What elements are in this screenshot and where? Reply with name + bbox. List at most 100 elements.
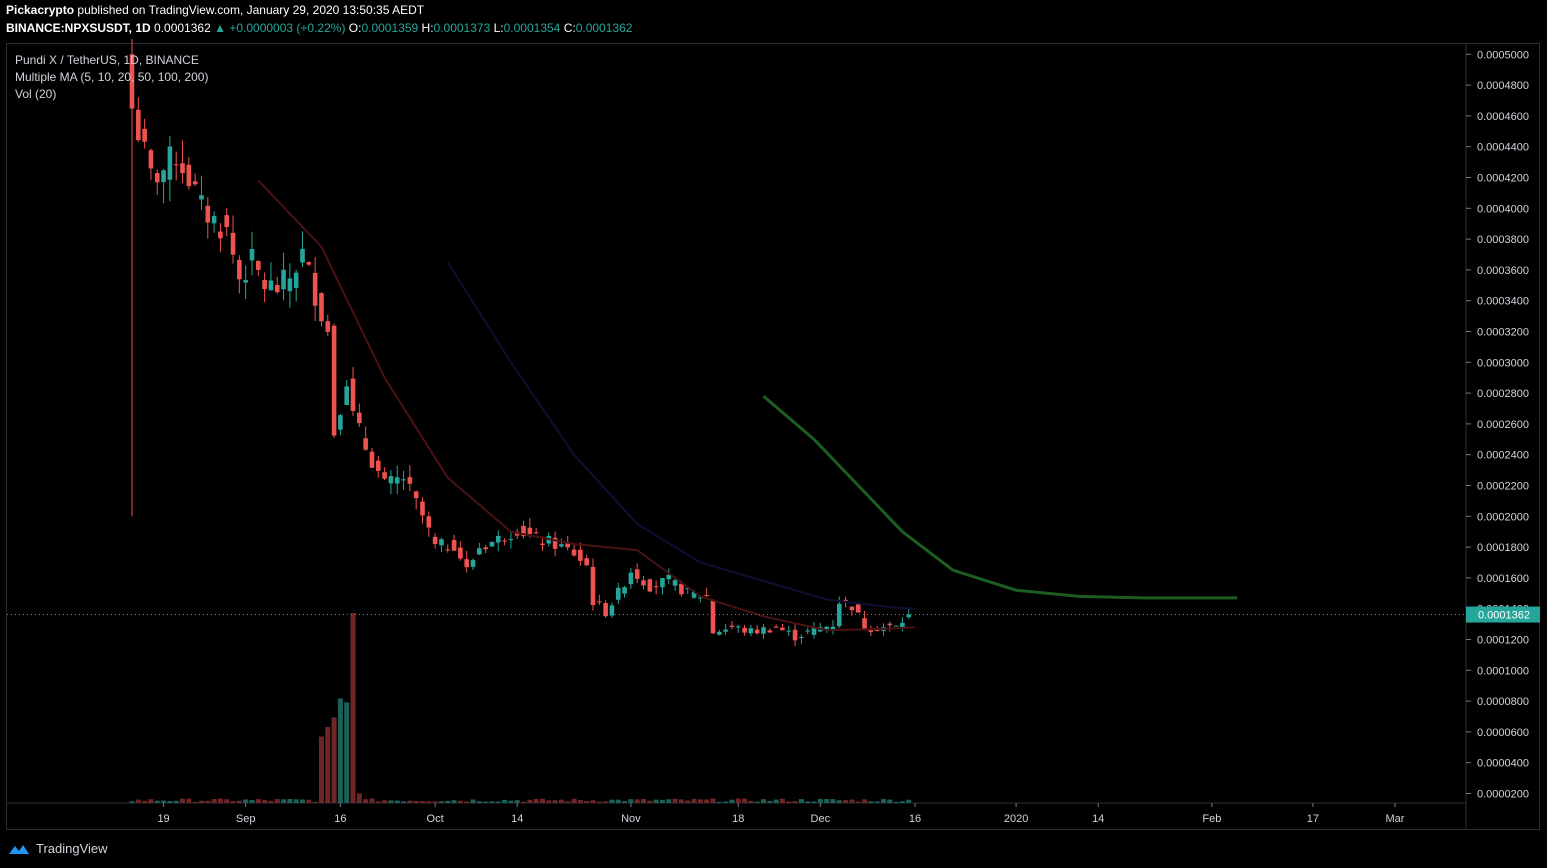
- volume-bar: [805, 801, 811, 803]
- candle-body: [142, 128, 147, 142]
- candle-body: [199, 195, 204, 200]
- candle-body: [723, 629, 728, 632]
- candle-body: [521, 525, 526, 537]
- up-arrow-icon: ▲: [214, 21, 226, 35]
- volume-bar: [451, 800, 457, 803]
- candle-body: [161, 170, 166, 183]
- x-tick-label: Sep: [236, 813, 256, 825]
- volume-bar: [135, 799, 141, 803]
- volume-bar: [697, 799, 703, 803]
- x-tick-label: 16: [334, 813, 346, 825]
- volume-bar: [641, 798, 647, 803]
- candle-body: [464, 559, 469, 568]
- candle-body: [338, 415, 343, 430]
- volume-bar: [205, 800, 211, 803]
- candle-body: [357, 412, 362, 424]
- volume-bar: [558, 799, 564, 803]
- close-label: C:: [563, 21, 576, 35]
- x-tick-label: Mar: [1386, 813, 1405, 825]
- volume-bar: [306, 799, 312, 803]
- volume-bar: [356, 793, 362, 803]
- volume-bar: [470, 799, 476, 803]
- x-tick-label: Nov: [621, 813, 641, 825]
- volume-bar: [729, 799, 735, 803]
- volume-bar: [887, 799, 893, 803]
- volume-bar: [161, 800, 167, 803]
- candle-body: [306, 262, 312, 265]
- last-price-tag: [1466, 606, 1540, 623]
- candle-body: [382, 472, 387, 479]
- candle-body: [483, 547, 488, 550]
- volume-bar: [180, 798, 186, 803]
- candle-body: [710, 600, 716, 634]
- candle-body: [136, 109, 141, 141]
- volume-bar: [603, 801, 609, 803]
- candle-body: [205, 205, 211, 223]
- author-name[interactable]: Pickacrypto: [6, 3, 75, 17]
- publish-info: Pickacrypto published on TradingView.com…: [6, 3, 424, 17]
- volume-bar: [236, 800, 242, 803]
- y-tick-label: 0.0000200: [1477, 789, 1529, 801]
- legend-volume[interactable]: Vol (20): [15, 87, 57, 101]
- volume-bar: [375, 801, 381, 803]
- volume-bar: [426, 801, 432, 803]
- candle-body: [148, 150, 154, 169]
- volume-bar: [779, 798, 785, 803]
- candle-body: [439, 539, 444, 546]
- volume-bar: [855, 801, 861, 803]
- candle-body: [565, 541, 571, 548]
- candle-body: [767, 630, 773, 633]
- y-tick-label: 0.0003200: [1477, 327, 1529, 339]
- candle-body: [173, 164, 179, 166]
- candle-body: [660, 577, 665, 588]
- volume-bar: [337, 698, 343, 803]
- volume-bar: [167, 801, 173, 803]
- volume-bar: [546, 800, 552, 803]
- volume-bar: [836, 800, 842, 803]
- candle-body: [792, 629, 798, 641]
- volume-bar: [508, 800, 514, 803]
- candle-body: [698, 597, 703, 599]
- volume-bar: [596, 801, 602, 803]
- candle-body: [375, 460, 381, 471]
- x-tick-label: 17: [1307, 813, 1319, 825]
- candle-body: [192, 181, 198, 185]
- candle-body: [477, 548, 482, 555]
- open-label: O:: [348, 21, 362, 35]
- candle-body: [243, 280, 248, 283]
- volume-bar: [514, 800, 520, 803]
- volume-bar: [445, 800, 451, 803]
- volume-bar: [849, 799, 855, 803]
- candle-body: [451, 539, 457, 551]
- volume-bar: [622, 801, 628, 803]
- y-tick-label: 0.0000800: [1477, 696, 1529, 708]
- candle-body: [855, 604, 861, 613]
- candle-body: [502, 540, 507, 542]
- volume-bar: [577, 800, 583, 803]
- volume-bar: [571, 798, 577, 803]
- candle-body: [906, 614, 912, 618]
- volume-bar: [552, 800, 558, 803]
- candle-body: [508, 539, 514, 541]
- legend-ma[interactable]: Multiple MA (5, 10, 20, 50, 100, 200): [15, 70, 209, 84]
- candle-body: [218, 231, 223, 239]
- volume-bar: [678, 799, 684, 803]
- volume-bar: [192, 801, 198, 803]
- y-tick-label: 0.0002200: [1477, 481, 1529, 493]
- volume-bar: [615, 799, 621, 803]
- y-tick-label: 0.0001800: [1477, 542, 1529, 554]
- volume-bar: [243, 799, 249, 803]
- volume-bar: [893, 801, 899, 803]
- tradingview-logo[interactable]: TradingView: [8, 841, 108, 856]
- candle-body: [167, 146, 173, 180]
- volume-bar: [457, 800, 463, 803]
- candle-body: [761, 627, 766, 634]
- y-tick-label: 0.0004400: [1477, 142, 1529, 154]
- volume-bar: [274, 799, 280, 803]
- volume-bar: [255, 799, 261, 803]
- volume-bar: [748, 800, 754, 803]
- volume-bar: [502, 799, 508, 803]
- volume-bar: [565, 801, 571, 803]
- candle-body: [597, 601, 602, 603]
